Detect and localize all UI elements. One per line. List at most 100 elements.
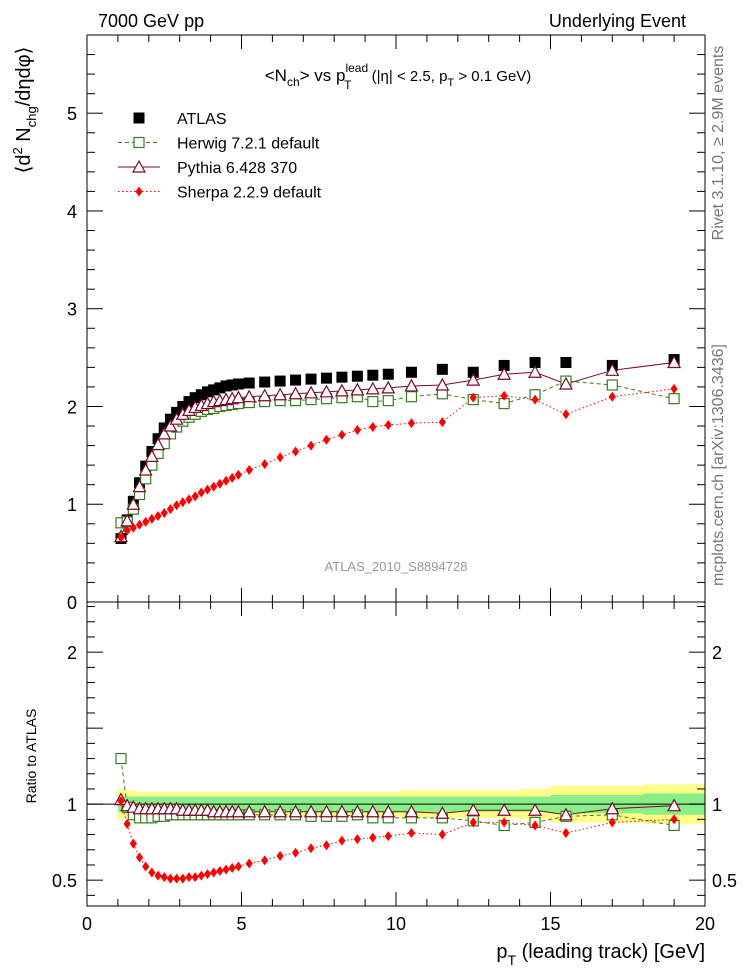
y-tick-label-main: 5 [67,104,77,124]
main-point-sherpa [185,494,193,505]
main-point-pythia [334,383,349,397]
main-point-sherpa [670,383,678,394]
main-point-sherpa [173,500,181,511]
ratio-point-pythia [231,804,246,818]
legend-label: Sherpa 2.2.9 default [177,185,322,202]
main-point-pythia [466,372,481,386]
main-point-sherpa [117,532,125,543]
main-point-sherpa [154,510,162,521]
main-panel: <Nch> vs plead T (|η| < 2.5, pT > 0.1 GeV… [10,34,706,613]
main-point-sherpa [148,513,156,524]
y-tick-label-ratio: 1 [67,795,77,815]
main-point-pythia [558,376,573,390]
x-tick-label: 0 [82,914,92,934]
main-point-herwig [668,393,680,405]
ratio-point-sherpa [369,832,377,843]
ratio-point-sherpa [291,847,300,858]
y-tick-label-main: 4 [67,202,77,222]
ratio-point-sherpa [438,829,446,840]
x-tick-label: 15 [540,914,560,934]
y-tick-label-ratio-right: 0.5 [712,871,737,891]
main-point-pythia [151,437,166,451]
main-point-atlas [195,389,207,401]
main-point-atlas [560,356,572,368]
ratio-point-sherpa [353,834,361,845]
main-point-sherpa [562,409,570,420]
ratio-point-pythia [350,804,365,818]
y-tick-label-ratio-right: 2 [712,643,722,663]
ratio-point-sherpa [261,855,269,866]
y-tick-label-main: 1 [67,495,77,515]
ratio-point-sherpa [222,864,230,875]
main-point-sherpa [197,487,205,498]
main-point-sherpa [608,391,616,402]
main-point-sherpa [135,519,144,530]
legend-label: ATLAS [177,111,227,128]
ratio-point-pythia [435,806,450,819]
main-point-sherpa [261,459,269,470]
legend-marker [135,186,143,197]
main-point-sherpa [438,417,446,428]
header-left: 7000 GeV pp [98,11,204,31]
ratio-point-sherpa [117,796,125,807]
main-point-pythia [667,355,682,369]
legend-label: Herwig 7.2.1 default [177,136,320,153]
legend-marker [133,112,145,124]
ratio-point-pythia [404,804,419,818]
main-point-atlas [274,375,286,387]
ratio-point-sherpa [276,850,284,861]
main-point-pythia [157,426,172,440]
ratio-point-sherpa [407,828,416,839]
ratio-point-sherpa [154,870,162,881]
ratio-point-sherpa [191,872,199,883]
main-point-atlas [436,363,448,375]
main-point-herwig [606,379,618,391]
ratio-point-pythia [257,804,272,818]
ratio-line-sherpa [120,800,675,880]
main-point-sherpa [179,497,187,508]
ratio-point-pythia [273,804,288,818]
ratio-point-sherpa [148,867,156,878]
ratio-point-sherpa [338,835,346,846]
main-point-atlas [498,359,510,371]
main-point-sherpa [369,422,377,433]
ratio-point-sherpa [531,820,539,831]
main-point-sherpa [142,516,150,527]
legend-marker [131,159,147,173]
main-point-pythia [365,381,380,395]
main-axes: 1 2 3 4 5 0 [67,35,706,613]
main-point-sherpa [222,475,230,486]
main-point-atlas [202,386,214,398]
main-point-atlas [208,384,220,396]
main-point-sherpa [307,440,315,451]
main-point-sherpa [160,508,168,519]
main-point-sherpa [276,452,284,463]
analysis-label: ATLAS_2010_S8894728 [325,559,468,574]
main-data [113,354,682,544]
main-point-atlas [382,368,394,380]
ratio-point-pythia [365,804,380,818]
ratio-point-pythia [288,804,303,818]
ratio-point-sherpa [210,867,218,878]
main-point-sherpa [234,469,243,480]
main-point-pythia [288,386,303,400]
main-point-atlas [351,370,363,382]
x-axis-label: pT (leading track) [GeV] [496,941,705,968]
chart-title: <Nch> vs plead T (|η| < 2.5, pT > 0.1 GeV… [265,61,532,92]
main-point-atlas [529,356,541,368]
y-axis-label-ratio: Ratio to ATLAS [23,709,39,804]
main-point-atlas [243,377,255,389]
y-tick-label-main: 2 [67,397,77,417]
main-point-sherpa [216,478,224,489]
main-line-herwig [120,380,675,524]
ratio-point-pythia [319,804,334,818]
ratio-point-sherpa [384,831,392,842]
ratio-point-pythia [334,804,349,818]
main-point-pythia [319,384,334,398]
legend: ATLAS Herwig 7.2.1 default Pythia 6.428 37… [118,111,322,202]
main-point-atlas [259,376,271,388]
main-point-pythia [231,390,246,404]
main-point-atlas [290,374,302,386]
main-point-herwig [367,395,379,408]
ratio-point-pythia [528,802,543,816]
